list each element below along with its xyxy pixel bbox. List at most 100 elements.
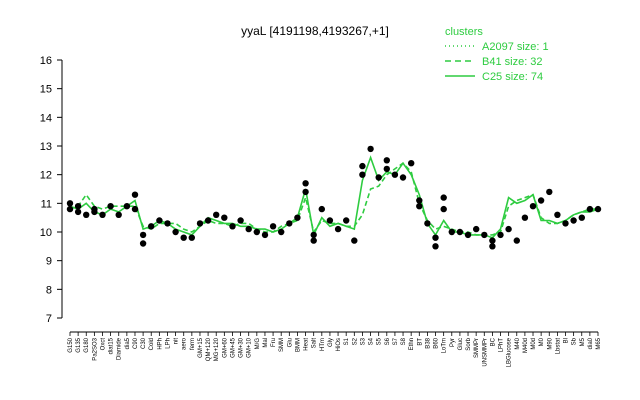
x-tick-label: Diamide [117, 337, 123, 360]
x-tick-label: G135 [76, 337, 82, 352]
x-tick-label: UNSMMPr [482, 338, 488, 367]
x-tick-label: Sb [572, 337, 578, 345]
x-tick-label: aero [182, 337, 188, 350]
data-point [156, 217, 163, 224]
x-tick-label: dia5 [125, 337, 131, 349]
data-point [123, 203, 131, 210]
data-point [505, 225, 512, 233]
x-tick-label: M5 [580, 337, 586, 346]
data-point [139, 231, 147, 239]
data-point [586, 205, 594, 213]
data-point [594, 205, 602, 213]
x-tick-label: LoTm [442, 338, 448, 353]
data-point [359, 171, 366, 178]
x-tick-label: diat15 [109, 337, 115, 354]
data-point [302, 188, 309, 196]
x-tick-label: S1 [344, 337, 350, 345]
data-point [310, 231, 317, 239]
x-tick-label: MG+120 [214, 337, 220, 361]
x-tick-label: Mal [263, 338, 269, 348]
x-tick-label: M90 [547, 337, 553, 349]
data-point [456, 228, 464, 236]
x-tick-label: S8 [401, 337, 407, 345]
x-tick-label: Bl [564, 338, 570, 343]
y-tick-label: 8 [46, 284, 52, 296]
data-point [107, 203, 114, 210]
x-tick-label: S3 [360, 337, 366, 345]
x-tick-label: GM+15 [198, 337, 204, 358]
data-point [432, 243, 439, 250]
data-point [139, 240, 147, 247]
data-point [278, 228, 285, 236]
x-tick-label: nit [174, 338, 180, 345]
y-tick-label: 10 [40, 227, 52, 239]
x-tick-label: Pyr [450, 338, 456, 347]
x-tick-label: GM+30 [239, 337, 245, 358]
data-point [326, 217, 334, 224]
x-tick-label: GM+45 [230, 337, 236, 358]
x-tick-label: Fru [271, 338, 277, 347]
data-point [383, 157, 390, 164]
series-b41 [69, 162, 598, 236]
legend-label: B41 size: 32 [482, 56, 543, 68]
data-point [83, 211, 90, 218]
data-point [318, 205, 325, 213]
x-tick-label: Sorb [466, 337, 472, 350]
data-point [269, 223, 277, 230]
data-point [310, 237, 317, 244]
data-point [432, 234, 439, 241]
data-point [440, 194, 447, 201]
data-point [188, 234, 195, 241]
legend-label: A2097 size: 1 [482, 41, 549, 53]
data-point [213, 211, 220, 218]
x-tick-label: LBGlucose [507, 337, 513, 367]
data-point [74, 203, 82, 210]
data-point [521, 214, 529, 221]
data-point [172, 228, 179, 236]
data-point [131, 205, 139, 213]
x-tick-label: G180 [84, 337, 90, 352]
data-point [537, 197, 545, 204]
x-tick-label: S7 [393, 337, 399, 345]
legend: clusters A2097 size: 1 B41 size: 32 C25 si… [445, 26, 549, 83]
data-point [424, 220, 431, 227]
x-tick-label: B60 [434, 337, 440, 348]
x-tick-label: GM+10 [247, 337, 253, 358]
x-tick-label: SMM [279, 338, 285, 352]
data-point [464, 231, 472, 239]
x-tick-label: QM+120 [206, 337, 212, 361]
x-tick-label: M40 [515, 337, 521, 349]
data-point [367, 145, 374, 153]
x-tick-label: M65 [596, 337, 602, 349]
data-point [221, 214, 228, 221]
x-tick-label: S4 [369, 337, 375, 345]
x-tick-label: SMMPr [474, 338, 480, 358]
data-point [196, 220, 204, 227]
y-tick-label: 11 [41, 198, 52, 210]
x-tick-label: Lbstat [555, 338, 561, 355]
x-tick-label: Glu [287, 338, 293, 347]
data-point [383, 165, 390, 173]
data-point [391, 171, 399, 178]
x-tick-label: M0d [531, 338, 537, 350]
data-point [408, 160, 415, 167]
y-tick-label: 9 [46, 256, 52, 268]
x-tick-label: Cold [149, 338, 155, 350]
data-point [99, 211, 106, 218]
x-tick-label: S5 [377, 337, 383, 345]
x-tick-label: LPh [165, 338, 171, 349]
data-point [440, 205, 447, 213]
data-point [570, 217, 577, 224]
x-tick-label: dia0 [588, 337, 594, 349]
x-tick-label: S2 [352, 337, 358, 345]
x-tick-label: Gly [328, 338, 334, 347]
x-tick-label: Oxct [100, 338, 106, 351]
x-tick-label: BT [417, 338, 423, 346]
data-point [66, 200, 74, 207]
x-tick-label: M40d [523, 338, 529, 353]
data-point [164, 220, 171, 227]
data-point [489, 237, 496, 244]
data-point [529, 203, 537, 210]
data-point [286, 220, 293, 227]
